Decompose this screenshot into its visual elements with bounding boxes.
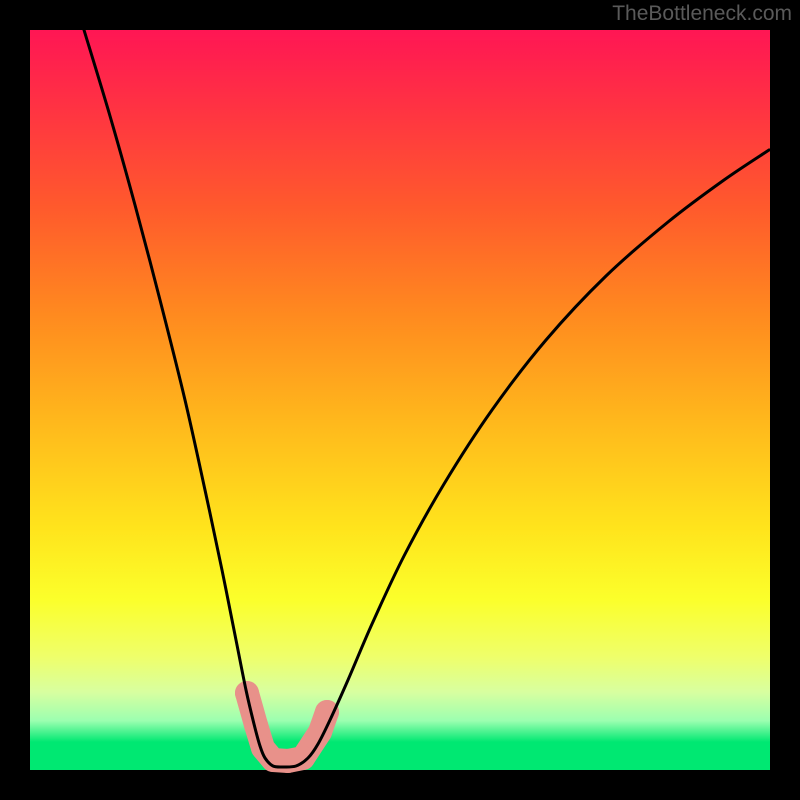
watermark-text: TheBottleneck.com	[612, 2, 792, 26]
canvas: TheBottleneck.com	[0, 0, 800, 800]
bottleneck-chart	[0, 0, 800, 800]
gradient-fill	[30, 30, 770, 742]
green-band	[30, 742, 770, 770]
blob-point	[315, 700, 339, 724]
